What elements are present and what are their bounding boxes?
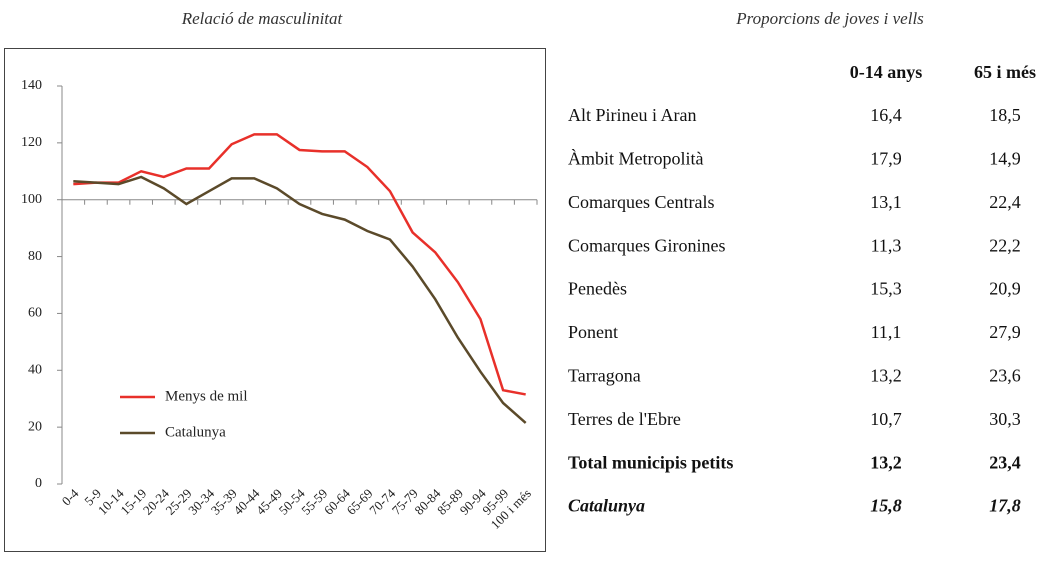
cell: 30,3 [989,409,1021,429]
cell: 11,3 [871,235,902,255]
row-label: Àmbit Metropolità [568,148,703,169]
cell: 22,4 [989,192,1021,212]
legend-label: Menys de mil [165,388,248,404]
y-tick-label: 40 [28,363,42,378]
cell: 22,2 [989,235,1021,255]
cell: 27,9 [989,322,1021,342]
row-label: Tarragona [568,366,641,386]
y-tick-label: 120 [21,135,42,150]
row-label: Alt Pirineu i Aran [568,105,697,125]
y-tick-label: 20 [28,419,42,434]
cell: 13,2 [870,452,902,472]
column-header: 65 i més [974,62,1036,82]
cell: 10,7 [870,409,902,429]
cell: 23,4 [989,452,1021,472]
row-label: Total municipis petits [568,452,733,472]
chart-title: Relació de masculinitat [181,9,344,28]
y-tick-label: 60 [28,306,42,321]
chart-frame [4,48,546,552]
x-tick-label: 0-4 [59,485,82,508]
cell: 17,9 [870,149,902,169]
row-label: Penedès [568,279,627,299]
series-line [73,175,527,424]
cell: 15,8 [870,496,902,516]
cell: 11,1 [871,322,902,342]
cell: 20,9 [989,279,1021,299]
y-tick-label: 140 [21,78,42,93]
cell: 15,3 [870,279,902,299]
column-header: 0-14 anys [850,62,923,82]
series-line [73,133,526,396]
row-label: Comarques Gironines [568,235,725,255]
cell: 17,8 [989,496,1021,516]
cell: 23,6 [989,366,1021,386]
y-tick-label: 100 [21,192,42,207]
row-label: Catalunya [568,496,645,516]
cell: 13,2 [870,366,902,386]
row-label: Terres de l'Ebre [568,409,681,429]
y-tick-label: 80 [28,249,42,264]
row-label: Ponent [568,322,618,342]
legend-label: Catalunya [165,424,226,440]
cell: 14,9 [989,149,1021,169]
cell: 16,4 [870,105,902,125]
cell: 18,5 [989,105,1021,125]
y-tick-label: 0 [35,476,42,491]
row-label: Comarques Centrals [568,192,714,212]
table-title: Proporcions de joves i vells [735,9,924,28]
cell: 13,1 [870,192,902,212]
